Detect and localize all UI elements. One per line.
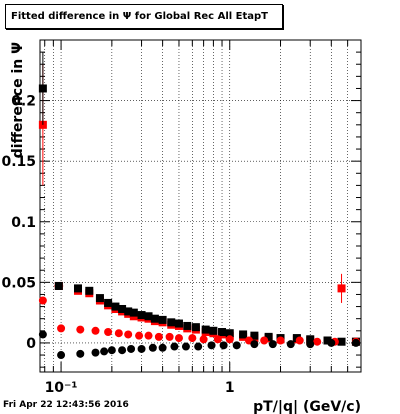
data-point: [111, 302, 120, 311]
chart-title: Fitted difference in Ψ for Global Rec Al…: [11, 11, 269, 22]
data-point: [104, 328, 113, 337]
data-point: [144, 312, 153, 321]
data-point: [219, 341, 228, 350]
data-point: [38, 296, 47, 305]
data-point: [306, 340, 315, 349]
data-point: [91, 326, 100, 335]
data-point: [225, 329, 234, 338]
data-point: [194, 342, 203, 351]
data-point: [225, 335, 234, 344]
data-point: [207, 341, 216, 350]
data-point: [38, 84, 47, 93]
data-point: [107, 346, 116, 355]
data-point: [250, 331, 259, 340]
data-point: [250, 340, 259, 349]
x-tick-label: 1: [225, 380, 235, 396]
data-point: [313, 337, 322, 346]
y-tick-label: 0.15: [1, 154, 36, 170]
data-point: [218, 328, 227, 337]
y-tick-label: 0.1: [11, 215, 36, 231]
data-point: [114, 329, 123, 338]
data-point: [323, 336, 332, 345]
data-point: [76, 349, 85, 358]
data-point: [306, 335, 315, 344]
data-point: [54, 281, 63, 290]
data-marks: [38, 52, 360, 360]
data-point: [91, 348, 100, 357]
data-point: [268, 340, 277, 349]
title-box: Fitted difference in Ψ for Global Rec Al…: [5, 4, 283, 29]
data-point: [158, 315, 167, 324]
data-point: [337, 337, 346, 346]
data-point: [201, 325, 210, 334]
data-point: [209, 326, 218, 335]
series: [38, 296, 360, 346]
data-point: [174, 334, 183, 343]
data-point: [170, 342, 179, 351]
y-tick-label: 0: [26, 336, 36, 352]
data-point: [95, 294, 104, 303]
axes: 0 0.05 0.1 0.15 0.2 10⁻¹ 1: [1, 39, 362, 396]
data-point: [232, 341, 241, 350]
data-point: [213, 335, 222, 344]
data-point: [158, 343, 167, 352]
data-point: [124, 307, 133, 316]
data-point: [154, 332, 163, 341]
data-point: [38, 330, 47, 339]
data-point: [118, 304, 127, 313]
data-point: [174, 319, 183, 328]
y-tick-label: 0.2: [11, 94, 36, 110]
data-point: [188, 334, 197, 343]
data-point: [57, 324, 66, 333]
data-point: [264, 332, 273, 341]
data-point: [144, 331, 153, 340]
data-point: [100, 347, 109, 356]
data-point: [351, 338, 360, 347]
data-point: [127, 344, 136, 353]
y-tick-label: 0.05: [1, 275, 36, 291]
data-point: [104, 298, 113, 307]
x-tick-label: 10⁻¹: [45, 380, 78, 396]
data-point: [199, 335, 208, 344]
data-point: [276, 336, 285, 345]
y-axis-label: difference in Ψ: [10, 42, 26, 158]
data-point: [239, 330, 248, 339]
data-point: [150, 314, 159, 323]
data-point: [148, 343, 157, 352]
data-point: [191, 323, 200, 332]
x-axis-label: pT/|q| (GeV/c): [253, 399, 361, 414]
data-point: [57, 351, 66, 360]
data-point: [76, 325, 85, 334]
data-point: [129, 308, 138, 317]
grid: [40, 39, 362, 372]
data-point: [165, 332, 174, 341]
series: [38, 64, 360, 346]
data-point: [295, 336, 304, 345]
data-point: [137, 311, 146, 320]
data-point: [137, 344, 146, 353]
data-point: [74, 284, 83, 293]
data-point: [135, 331, 144, 340]
data-point: [286, 340, 295, 349]
data-point: [124, 330, 133, 339]
plot-frame: [39, 39, 362, 373]
data-point: [327, 338, 336, 347]
series: [38, 330, 360, 360]
data-point: [118, 346, 127, 355]
data-point: [85, 286, 94, 295]
data-point: [260, 336, 269, 345]
data-point: [181, 342, 190, 351]
series: [38, 52, 360, 346]
data-point: [337, 284, 346, 293]
datestamp: Fri Apr 22 12:43:56 2016: [3, 400, 129, 410]
data-point: [183, 321, 192, 330]
data-point: [167, 318, 176, 327]
